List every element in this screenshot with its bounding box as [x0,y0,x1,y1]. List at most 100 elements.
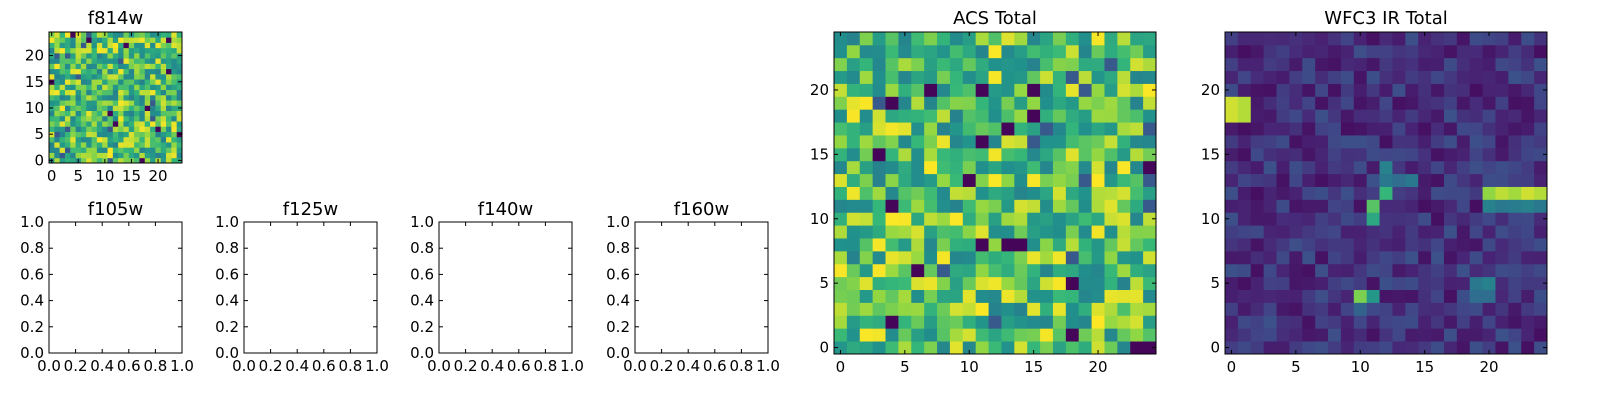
heatmap-cell [1340,32,1355,46]
heatmap-cell [1534,341,1548,355]
heatmap-cell [112,94,119,101]
heatmap-cell [1482,44,1496,59]
heatmap-cell [1534,199,1548,213]
heatmap-cell [1482,328,1496,342]
heatmap-cell [859,57,874,72]
heatmap-cell [112,142,119,148]
heatmap-cell [1443,83,1458,97]
heatmap-cell [1534,212,1548,226]
x-tick-label: 0.8 [143,357,167,375]
heatmap-cell [70,121,76,127]
heatmap-cell [150,73,156,80]
heatmap-cell [166,105,172,111]
heatmap-cell [1469,135,1483,149]
heatmap-cell [1392,199,1406,213]
y-tick-label: 0 [1210,339,1220,357]
heatmap-cell [924,315,938,329]
heatmap-cell [1237,212,1252,226]
heatmap-cell [1225,173,1239,187]
heatmap-cell [1078,328,1092,342]
heatmap-cell [1117,57,1131,72]
heatmap-cell [1443,57,1458,72]
heatmap-cell [91,152,98,159]
heatmap-cell [155,152,162,159]
heatmap-cell [1078,44,1092,59]
heatmap-cell [1065,160,1080,175]
heatmap-cell [80,136,87,143]
heatmap-cell [846,186,861,200]
heatmap-cell [166,68,172,75]
heatmap-cell [962,225,977,239]
heatmap-cell [1366,238,1380,252]
heatmap-cell [144,37,151,43]
heatmap-cell [59,136,66,143]
heatmap-cell [1001,135,1015,149]
x-tick-label: 0.0 [427,357,451,375]
heatmap-cell [846,70,861,84]
heatmap-cell [102,37,108,43]
heatmap-cell [123,84,130,91]
heatmap-cell [1379,109,1393,123]
heatmap-cell [1276,173,1290,187]
heatmap-cell [1302,250,1316,265]
heatmap-cell [1143,302,1157,316]
heatmap-cell [1495,160,1509,175]
heatmap-cell [1418,212,1432,226]
heatmap-cell [1225,109,1239,123]
heatmap-cell [1315,186,1329,200]
heatmap-cell [123,89,130,96]
heatmap-cell [1263,225,1277,239]
heatmap-cell [1469,212,1483,226]
heatmap-cell [96,157,103,164]
heatmap-cell [64,115,71,122]
heatmap-cell [1117,302,1131,316]
heatmap-cell [988,263,1002,278]
heatmap-cell [59,110,66,117]
heatmap-cell [1289,147,1303,162]
heatmap-cell [1456,44,1471,59]
heatmap-cell [1117,44,1131,59]
heatmap-cell [107,126,114,132]
heatmap-cell [75,105,82,111]
heatmap-cell [1263,199,1277,213]
heatmap-cell [49,147,55,153]
heatmap-cell [1469,160,1483,175]
heatmap-cell [1534,122,1548,136]
heatmap-cell [134,110,140,117]
heatmap-cell [107,79,114,85]
heatmap-cell [150,110,156,117]
heatmap-cell [70,52,76,59]
heatmap-cell [885,96,899,110]
heatmap-cell [128,121,135,127]
heatmap-cell [171,110,178,117]
heatmap-cell [1340,289,1355,303]
heatmap-cell [86,126,92,132]
heatmap-cell [64,157,71,164]
heatmap-cell [139,157,146,164]
heatmap-cell [1091,147,1105,162]
heatmap-cell [96,121,103,127]
heatmap-cell [1263,289,1277,303]
heatmap-cell [1117,32,1131,46]
heatmap-cell [1276,83,1290,97]
heatmap-cell [160,94,167,101]
heatmap-cell [1534,70,1548,84]
heatmap-cell [102,136,108,143]
heatmap-cell [118,47,124,54]
heatmap-cell [1027,250,1041,265]
heatmap-cell [123,157,130,164]
x-tick-label: 10 [1351,358,1370,376]
heatmap-cell [1482,147,1496,162]
heatmap-cell [1052,186,1067,200]
heatmap-cell [91,100,98,106]
heatmap-cell [171,89,178,96]
heatmap-cell [1340,96,1355,110]
y-tick-label: 0.0 [606,344,630,362]
heatmap-cell [1001,212,1015,226]
heatmap-cell [1040,341,1054,355]
heatmap-cell [1091,70,1105,84]
heatmap-cell [898,44,912,59]
heatmap-cell [1237,328,1252,342]
y-tick-label: 0.8 [410,239,434,257]
heatmap-cell [59,131,66,138]
